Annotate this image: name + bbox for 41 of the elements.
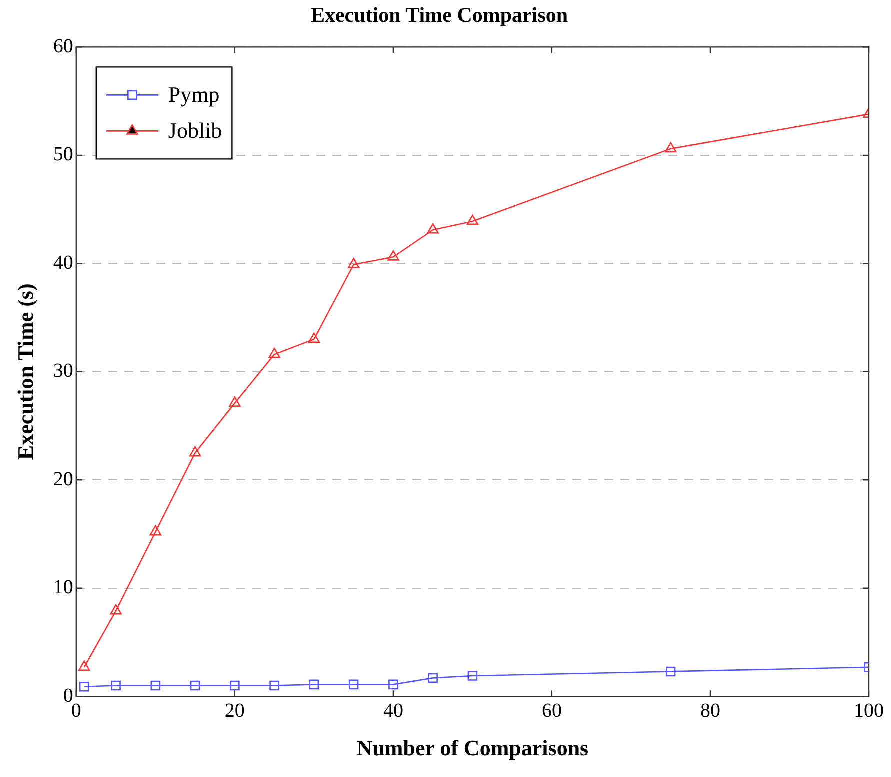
point bbox=[189, 446, 202, 457]
point bbox=[111, 680, 121, 691]
y-tick-label: 0 bbox=[63, 684, 74, 707]
x-tick-label: 60 bbox=[542, 700, 562, 722]
legend-label: Pymp bbox=[168, 82, 220, 107]
y-tick-label: 40 bbox=[53, 252, 74, 274]
point bbox=[466, 214, 479, 226]
point bbox=[190, 680, 200, 691]
y-tick-label: 60 bbox=[53, 35, 74, 58]
point bbox=[309, 680, 320, 690]
point bbox=[388, 680, 398, 690]
point bbox=[268, 348, 280, 358]
point bbox=[78, 660, 90, 672]
point bbox=[348, 258, 360, 268]
chart-title: Execution Time Comparison bbox=[310, 3, 568, 28]
point bbox=[388, 250, 400, 261]
x-tick-label: 20 bbox=[224, 700, 245, 722]
y-tick-label: 30 bbox=[53, 360, 74, 382]
x-tick-label: 40 bbox=[383, 700, 404, 722]
y-tick-label: 20 bbox=[53, 468, 74, 490]
point bbox=[468, 671, 478, 681]
point bbox=[150, 680, 161, 691]
x-tick-label: 80 bbox=[700, 700, 720, 722]
point bbox=[427, 223, 439, 234]
point bbox=[348, 680, 359, 690]
point bbox=[308, 332, 320, 344]
y-tick-label: 50 bbox=[53, 144, 74, 166]
point bbox=[230, 680, 240, 691]
point bbox=[666, 666, 676, 677]
point bbox=[270, 680, 280, 691]
legend-label: Joblib bbox=[168, 118, 222, 143]
point bbox=[110, 604, 122, 615]
x-axis-title: Number of Comparisons bbox=[356, 735, 590, 760]
y-axis-title: Execution Time (s) bbox=[12, 284, 38, 460]
x-tick-label: 100 bbox=[854, 700, 884, 722]
point bbox=[150, 525, 162, 536]
point bbox=[428, 673, 438, 684]
point bbox=[79, 682, 90, 692]
y-tick-label: 10 bbox=[53, 576, 74, 599]
point bbox=[229, 396, 241, 407]
point bbox=[665, 142, 677, 153]
